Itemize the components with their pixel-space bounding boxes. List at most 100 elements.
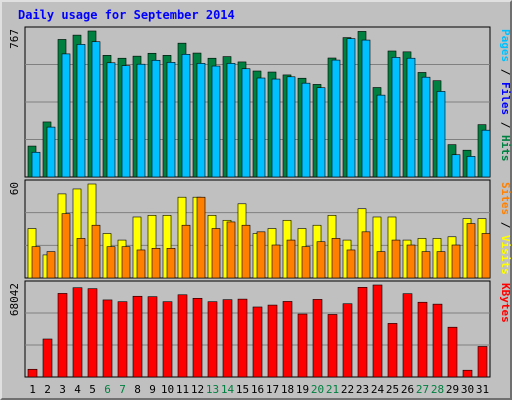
legend-separator: / xyxy=(499,215,512,235)
visits-bar-sites-day-27 xyxy=(421,251,431,279)
visits-bar-sites-day-31 xyxy=(481,233,491,279)
hits-bar-files-day-13 xyxy=(211,65,221,178)
kbytes-bar-kbytes-day-15 xyxy=(237,298,248,378)
hits-bar-files-day-15 xyxy=(241,68,251,178)
hits-bar-files-day-18 xyxy=(286,76,296,178)
day-label-27: 27 xyxy=(416,383,429,396)
day-label-22: 22 xyxy=(341,383,354,396)
kbytes-bar-kbytes-day-21 xyxy=(327,314,338,378)
day-label-8: 8 xyxy=(134,383,141,396)
visits-legend: Sites / Visits xyxy=(499,182,512,275)
visits-bar-sites-day-4 xyxy=(76,238,86,279)
kbytes-bar-kbytes-day-3 xyxy=(57,293,68,378)
hits-bar-files-day-5 xyxy=(91,41,101,178)
hits-bar-files-day-29 xyxy=(451,154,461,178)
visits-bar-sites-day-10 xyxy=(166,248,176,279)
kbytes-bar-kbytes-day-25 xyxy=(387,323,398,378)
hits-bar-files-day-7 xyxy=(121,65,131,178)
hits-bar-files-day-9 xyxy=(151,59,161,178)
kbytes-bar-kbytes-day-27 xyxy=(417,301,428,378)
kbytes-bar-kbytes-day-18 xyxy=(282,301,293,378)
day-label-20: 20 xyxy=(311,383,324,396)
kbytes-max-label: 68042 xyxy=(8,283,21,316)
hits-bar-files-day-23 xyxy=(361,39,371,178)
day-label-15: 15 xyxy=(236,383,249,396)
kbytes-bar-kbytes-day-9 xyxy=(147,296,158,378)
day-label-12: 12 xyxy=(191,383,204,396)
visits-bar-sites-day-1 xyxy=(31,246,41,279)
kbytes-bar-kbytes-day-17 xyxy=(267,304,278,378)
hits-bar-files-day-3 xyxy=(61,53,71,178)
visits-bar-sites-day-16 xyxy=(256,231,266,279)
visits-bar-sites-day-17 xyxy=(271,244,281,279)
hits-bar-files-day-31 xyxy=(481,129,491,178)
kbytes-bar-kbytes-day-14 xyxy=(222,299,233,378)
visits-bar-sites-day-6 xyxy=(106,246,116,279)
kbytes-bar-kbytes-day-16 xyxy=(252,306,263,378)
legend-separator: / xyxy=(499,115,512,135)
visits-bar-sites-day-22 xyxy=(346,249,356,279)
kbytes-bar-kbytes-day-6 xyxy=(102,299,113,378)
kbytes-bar-kbytes-day-12 xyxy=(192,297,203,378)
kbytes-bar-kbytes-day-1 xyxy=(27,368,38,378)
visits-bar-sites-day-18 xyxy=(286,239,296,279)
visits-bar-sites-day-20 xyxy=(316,241,326,279)
kbytes-bar-kbytes-day-30 xyxy=(462,369,473,378)
day-label-9: 9 xyxy=(149,383,156,396)
hits-bar-files-day-25 xyxy=(391,57,401,178)
day-label-23: 23 xyxy=(356,383,369,396)
day-label-16: 16 xyxy=(251,383,264,396)
hits-bar-files-day-14 xyxy=(226,63,236,178)
visits-bar-sites-day-14 xyxy=(226,221,236,279)
legend-entry-hits: Hits xyxy=(499,135,512,162)
day-label-29: 29 xyxy=(446,383,459,396)
kbytes-legend: KBytes xyxy=(499,283,512,323)
legend-entry-visits: Visits xyxy=(499,235,512,275)
day-label-26: 26 xyxy=(401,383,414,396)
hits-bar-files-day-17 xyxy=(271,78,281,178)
visits-bar-sites-day-19 xyxy=(301,246,311,279)
hits-bar-files-day-28 xyxy=(436,91,446,178)
legend-entry-kbytes: KBytes xyxy=(499,283,512,323)
day-label-17: 17 xyxy=(266,383,279,396)
kbytes-bar-kbytes-day-19 xyxy=(297,313,308,378)
day-label-14: 14 xyxy=(221,383,235,396)
visits-bar-sites-day-15 xyxy=(241,224,251,279)
legend-entry-pages: Pages xyxy=(499,29,512,62)
kbytes-bar-kbytes-day-22 xyxy=(342,303,353,378)
day-label-6: 6 xyxy=(104,383,111,396)
kbytes-bar-kbytes-day-31 xyxy=(477,346,488,378)
visits-bar-sites-day-25 xyxy=(391,239,401,279)
kbytes-bar-kbytes-day-5 xyxy=(87,288,98,378)
day-label-1: 1 xyxy=(29,383,36,396)
hits-bar-files-day-19 xyxy=(301,82,311,178)
day-label-18: 18 xyxy=(281,383,294,396)
hits-bar-files-day-10 xyxy=(166,62,176,178)
day-label-21: 21 xyxy=(326,383,339,396)
kbytes-bar-kbytes-day-11 xyxy=(177,294,188,378)
kbytes-bar-kbytes-day-7 xyxy=(117,301,128,378)
visits-bar-sites-day-9 xyxy=(151,248,161,279)
kbytes-bar-kbytes-day-13 xyxy=(207,301,218,378)
visits-bar-sites-day-24 xyxy=(376,251,386,279)
visits-bar-sites-day-7 xyxy=(121,246,131,279)
kbytes-bar-kbytes-day-23 xyxy=(357,287,368,378)
day-label-2: 2 xyxy=(44,383,51,396)
hits-bar-files-day-11 xyxy=(181,54,191,178)
visits-bar-sites-day-11 xyxy=(181,224,191,279)
kbytes-bar-kbytes-day-4 xyxy=(72,287,83,378)
visits-bar-sites-day-8 xyxy=(136,249,146,279)
visits-bar-sites-day-26 xyxy=(406,244,416,279)
kbytes-bar-kbytes-day-29 xyxy=(447,326,458,378)
hits-bar-files-day-4 xyxy=(76,44,86,178)
kbytes-bar-kbytes-day-24 xyxy=(372,284,383,378)
day-label-7: 7 xyxy=(119,383,126,396)
visits-max-label: 60 xyxy=(8,182,21,195)
visits-bar-sites-day-29 xyxy=(451,244,461,279)
hits-bar-files-day-24 xyxy=(376,94,386,178)
day-label-30: 30 xyxy=(461,383,474,396)
visits-bar-sites-day-2 xyxy=(46,251,56,279)
visits-bar-sites-day-28 xyxy=(436,251,446,279)
visits-bar-sites-day-13 xyxy=(211,228,221,279)
